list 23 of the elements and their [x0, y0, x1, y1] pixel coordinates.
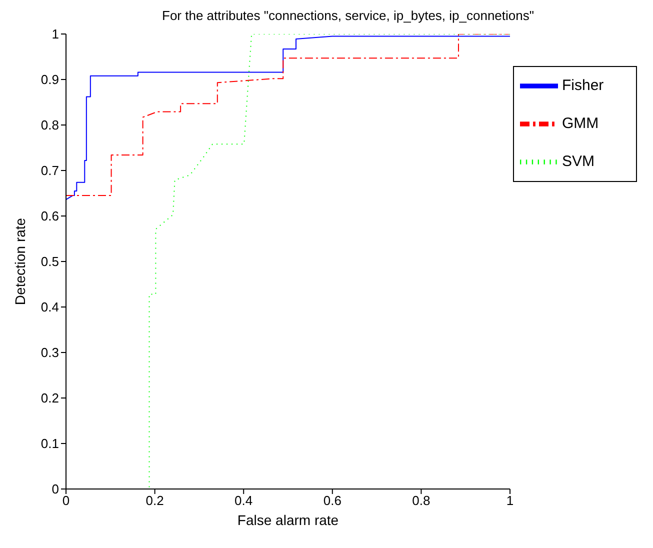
x-tick-label: 1 [506, 493, 514, 508]
legend-label: Fisher [562, 77, 604, 94]
y-tick-label: 1 [52, 26, 59, 42]
x-tick-label: 0.2 [146, 493, 164, 508]
y-tick-label: 0.7 [40, 163, 59, 178]
y-axis-title: Detection rate [12, 218, 28, 306]
y-tick-label: 0.5 [40, 254, 59, 270]
y-tick-label: 0.1 [40, 436, 59, 452]
y-tick-label: 0.3 [40, 345, 59, 360]
x-tick-label: 0 [62, 493, 70, 508]
y-tick-label: 0.4 [40, 300, 59, 315]
y-tick-label: 0.6 [40, 208, 59, 224]
x-axis-title: False alarm rate [237, 512, 339, 528]
y-tick-label: 0 [52, 482, 59, 497]
legend-label: GMM [562, 115, 599, 132]
chart-title: For the attributes "connections, service, ip_bytes, ip_connetions" [161, 8, 535, 25]
y-tick-label: 0.9 [40, 72, 59, 88]
y-tick-label: 0.2 [40, 390, 59, 406]
x-tick-label: 0.6 [323, 493, 342, 508]
y-tick-label: 0.8 [40, 118, 59, 133]
x-tick-label: 0.4 [234, 493, 253, 508]
legend-label: SVM [562, 153, 595, 170]
x-tick-label: 0.8 [412, 493, 430, 508]
